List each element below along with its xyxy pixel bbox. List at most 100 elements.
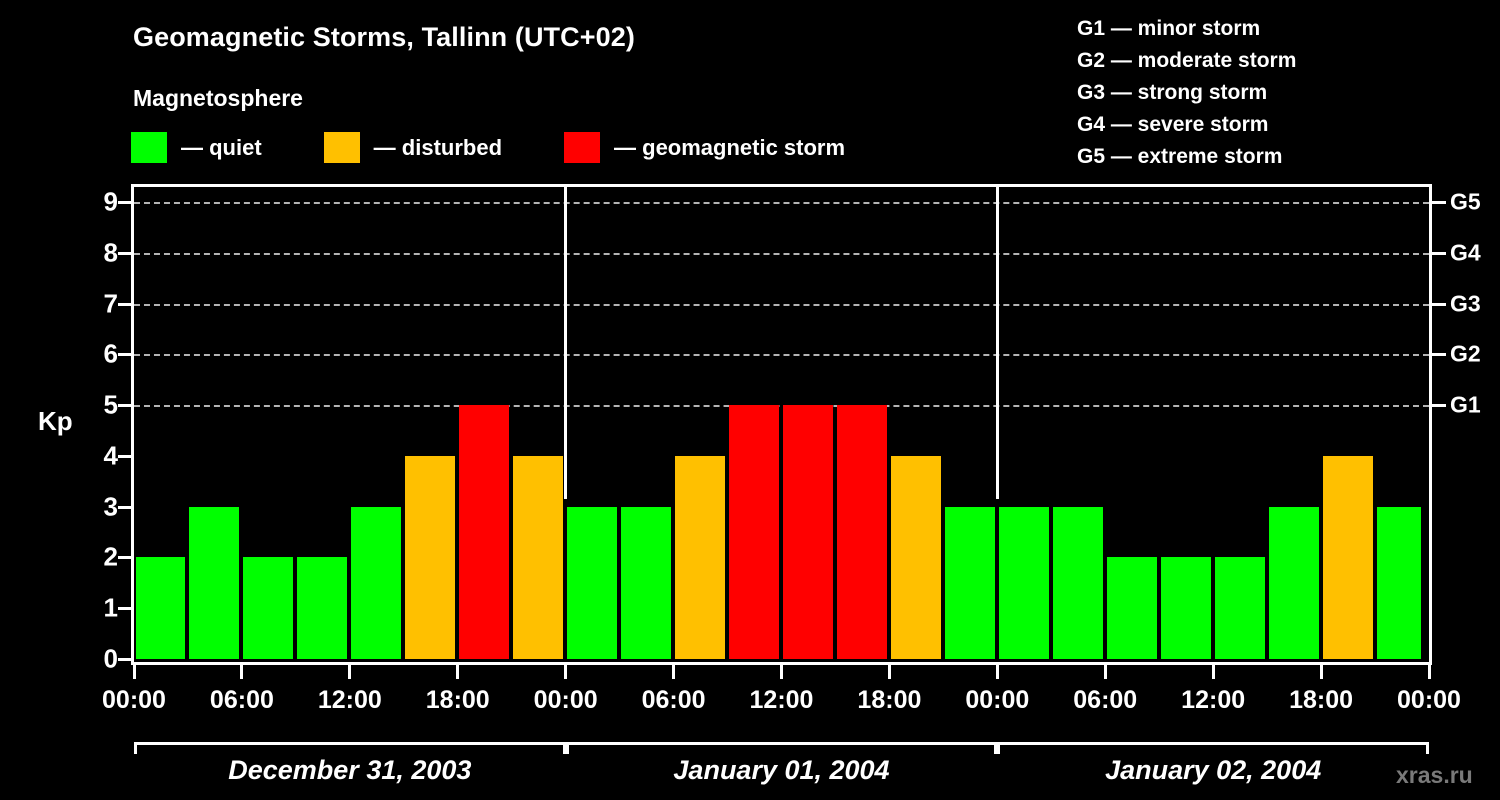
watermark: xras.ru [1396,762,1473,788]
y-tick-label-0: 0 [103,643,118,674]
bar [189,506,240,659]
x-axis-ticks [131,665,1432,679]
x-tick-label: 06:00 [1073,686,1138,714]
x-tick-label: 18:00 [857,686,922,714]
bar [1376,506,1422,659]
y-axis-ticks [118,184,131,665]
bar [783,405,833,659]
x-tick [1211,665,1215,679]
g-legend-row-2: G2 — moderate storm [1077,49,1297,72]
x-tick-label: 00:00 [965,686,1030,714]
plot-inner [134,187,1429,662]
y-tick-2 [118,556,131,560]
day-separator [995,187,999,500]
legend-swatch-quiet [131,132,167,163]
x-tick [780,665,783,679]
y-tick-7 [118,302,131,306]
gridline-kp-7 [134,303,1429,306]
x-tick [1103,665,1107,679]
y-tick-9 [118,201,131,204]
x-tick [1319,665,1323,679]
bar [1052,506,1103,659]
g-legend-row-5: G5 — extreme storm [1077,145,1283,168]
bar [135,557,186,659]
bar [1322,455,1373,659]
legend-item-storm: — geomagnetic storm [564,132,845,163]
y-tick-0 [118,658,131,661]
g-axis-label-G4: G4 [1450,239,1481,266]
legend-item-quiet: — quiet [131,132,262,163]
x-tick [456,665,460,679]
x-tick-label: 12:00 [1181,686,1246,714]
y-tick-label-8: 8 [103,237,118,268]
day-bracket [565,742,998,754]
g-tick-G5 [1432,201,1446,204]
y-tick-label-5: 5 [103,389,118,420]
bar [836,405,887,659]
bar [998,506,1049,659]
x-tick [240,665,244,679]
bar [1214,557,1265,659]
g-tick-G3 [1432,302,1446,306]
bar [459,405,510,659]
gridline-kp-5 [134,405,1429,408]
g-legend-row-1: G1 — minor storm [1077,17,1261,40]
x-tick [887,665,891,679]
y-tick-8 [118,251,131,255]
bars-layer [134,187,1429,662]
bar [1106,557,1157,659]
g-axis-label-G3: G3 [1450,290,1481,317]
y-tick-label-1: 1 [103,592,118,623]
gridline-kp-8 [134,252,1429,255]
y-tick-5 [118,404,131,408]
bar [1160,557,1211,659]
x-tick-label: 00:00 [102,686,166,714]
bar [351,506,402,659]
x-tick [132,665,136,679]
subtitle: Magnetosphere [133,85,303,111]
y-axis-labels: 0 1 2 3 4 5 6 7 8 9 [78,184,118,674]
day-label: December 31, 2003 [228,755,472,785]
bar [890,455,941,659]
g-axis-ticks [1432,184,1446,665]
legend-label-disturbed: — disturbed [373,134,503,160]
y-tick-label-4: 4 [103,440,118,471]
bar [297,557,348,659]
g-axis-labels: G1 G2 G3 G4 G5 [1450,184,1500,665]
x-tick-label: 18:00 [425,686,490,714]
y-tick-4 [118,454,131,458]
legend-swatch-disturbed [323,132,360,163]
g-tick-G4 [1432,251,1446,255]
x-tick-label: 00:00 [1397,686,1461,714]
x-tick [672,665,676,679]
plot-area [131,184,1432,665]
legend-swatch-storm [564,132,601,163]
x-tick [1427,665,1431,679]
y-tick-label-3: 3 [103,491,118,522]
x-tick-label: 00:00 [533,686,598,714]
page-title: Geomagnetic Storms, Tallinn (UTC+02) [133,22,635,52]
g-legend-row-3: G3 — strong storm [1077,81,1268,104]
g-tick-G1 [1432,404,1446,408]
day-label: January 01, 2004 [673,755,890,785]
bar [944,506,995,659]
day-bracket [134,742,566,754]
bar [405,455,456,659]
bar [729,405,779,659]
y-tick-label-6: 6 [103,338,118,369]
gridline-kp-9 [134,202,1429,204]
g-axis-label-G2: G2 [1450,340,1481,367]
bar [621,506,672,659]
day-bracket [997,742,1429,754]
x-tick-label: 06:00 [641,686,706,714]
day-separator [564,187,568,500]
g-tick-G2 [1432,353,1446,357]
bar [243,557,294,659]
bar [675,455,726,659]
x-tick-label: 18:00 [1289,686,1354,714]
gridline-kp-6 [134,354,1429,357]
y-tick-3 [118,505,131,509]
activity-legend: — quiet — disturbed — geomagnetic storm [131,132,845,163]
g-scale-legend: G1 — minor storm G2 — moderate storm G3 — … [1077,13,1296,173]
g-axis-label-G5: G5 [1450,188,1481,215]
